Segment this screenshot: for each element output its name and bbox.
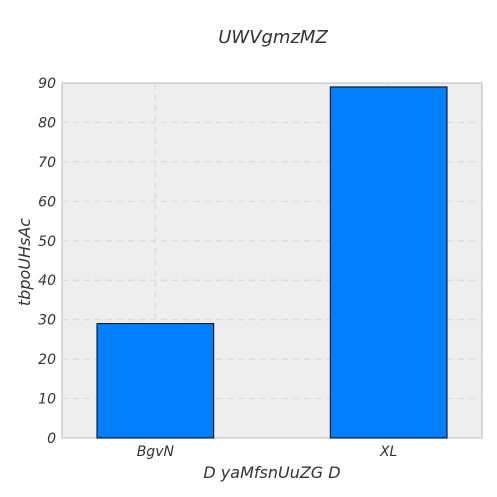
bar-xl — [329, 86, 448, 439]
bar-bgvn — [96, 323, 215, 439]
x-tick-label-1: XL — [379, 444, 397, 460]
y-tick-label-4: 40 — [38, 273, 56, 289]
y-tick-label-1: 10 — [38, 392, 56, 408]
y-tick-label-5: 50 — [38, 234, 56, 250]
y-tick-label-9: 90 — [38, 76, 56, 92]
y-tick-label-0: 0 — [47, 431, 56, 447]
y-tick-label-2: 20 — [38, 352, 56, 368]
y-tick-label-7: 70 — [38, 155, 56, 171]
y-axis-ticks: 0 10 20 30 40 50 60 70 80 90 — [38, 76, 56, 447]
x-axis-label: D yaMfsnUuZG D — [203, 463, 340, 482]
chart-title: UWVgmzMZ — [218, 27, 328, 48]
y-tick-label-6: 60 — [38, 194, 56, 210]
x-tick-label-0: BgvN — [137, 444, 175, 460]
y-axis-label: tbpoUHsAc — [15, 218, 34, 306]
bars — [96, 86, 448, 439]
y-tick-label-3: 30 — [38, 313, 56, 329]
x-axis-ticks: BgvN XL — [137, 444, 398, 460]
y-tick-label-8: 80 — [38, 115, 56, 131]
